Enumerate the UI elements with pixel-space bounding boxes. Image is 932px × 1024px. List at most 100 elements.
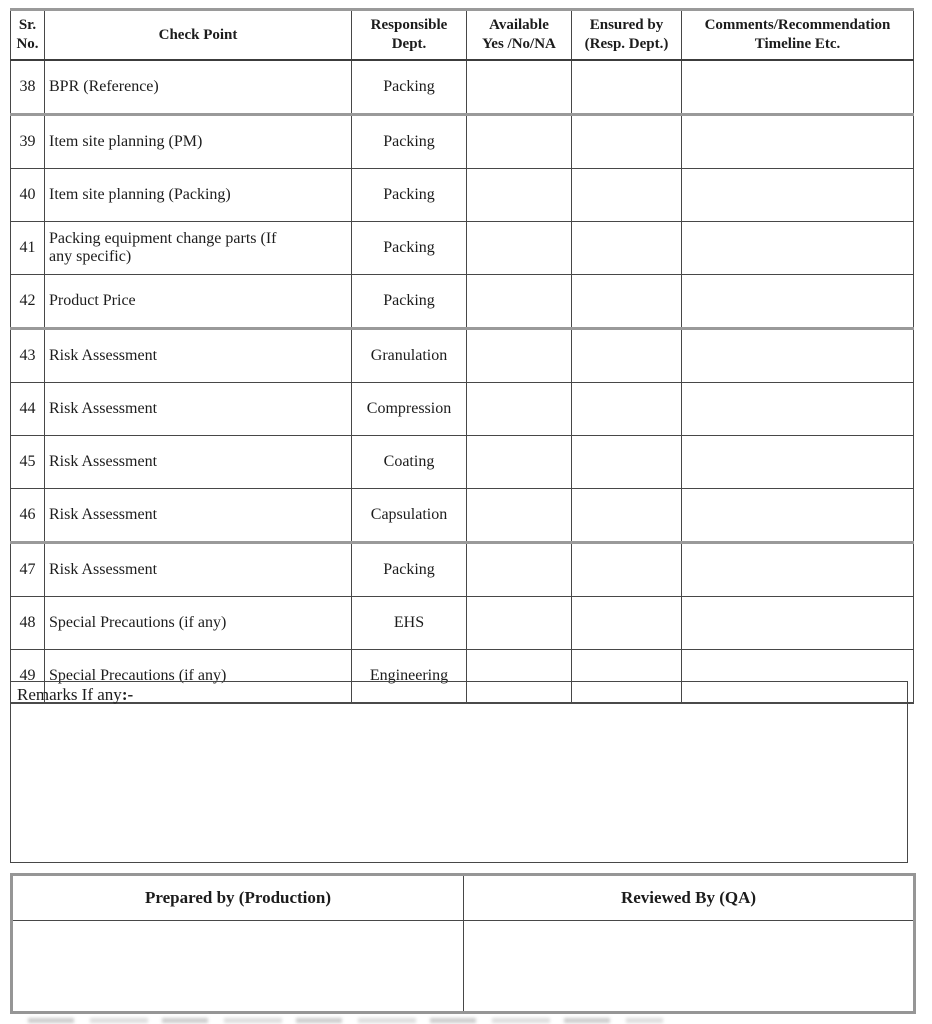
col-header-check-point: Check Point [44,9,352,61]
table-row: 39 Item site planning (PM) Packing [10,114,914,169]
comments-cell [681,328,914,383]
sr-no-cell: 38 [10,59,45,116]
dept-cell: Packing [351,274,467,330]
sr-no-cell: 47 [10,542,45,597]
ensured-by-cell [571,649,682,704]
available-cell [466,435,572,489]
comments-cell [681,596,914,650]
available-cell [466,382,572,436]
ensured-by-cell [571,596,682,650]
table-row: 43 Risk Assessment Granulation [10,328,914,383]
dept-cell: Capsulation [351,488,467,544]
check-point-cell: Risk Assessment [44,328,352,383]
col-header-ensured-by: Ensured by (Resp. Dept.) [571,9,682,61]
signature-header-row: Prepared by (Production) Reviewed By (QA… [11,874,915,921]
ensured-by-cell [571,274,682,330]
check-point-cell: Item site planning (Packing) [44,168,352,222]
col-header-responsible-dept: Responsible Dept. [351,9,467,61]
available-cell [466,542,572,597]
dept-cell: Packing [351,168,467,222]
check-point-cell: Special Precautions (if any) [44,596,352,650]
sr-no-cell: 39 [10,114,45,169]
check-point-cell: Risk Assessment [44,382,352,436]
sr-no-cell: 41 [10,221,45,275]
ensured-by-cell [571,221,682,275]
dept-cell: Packing [351,59,467,116]
comments-cell [681,59,914,116]
reviewed-by-label: Reviewed By (QA) [463,874,915,921]
comments-cell [681,649,914,704]
available-cell [466,168,572,222]
dept-cell: Compression [351,382,467,436]
check-point-cell: Product Price [44,274,352,330]
dept-cell: EHS [351,596,467,650]
remarks-label: Remarks If any [17,685,122,704]
comments-cell [681,168,914,222]
signature-value-row [11,920,915,1013]
sr-no-cell: 42 [10,274,45,330]
available-cell [466,596,572,650]
sr-no-cell: 46 [10,488,45,544]
comments-cell [681,488,914,544]
ensured-by-cell [571,488,682,544]
table-row: 47 Risk Assessment Packing [10,542,914,597]
available-cell [466,221,572,275]
table-row: 46 Risk Assessment Capsulation [10,488,914,544]
col-header-available: Available Yes /No/NA [466,9,572,61]
available-cell [466,488,572,544]
available-cell [466,114,572,169]
remarks-label-suffix: :- [121,685,134,704]
ensured-by-cell [571,542,682,597]
sr-no-cell: 49 [10,649,45,704]
table-row: 44 Risk Assessment Compression [10,382,914,436]
dept-cell: Packing [351,221,467,275]
comments-cell [681,221,914,275]
ensured-by-cell [571,114,682,169]
comments-cell [681,114,914,169]
cut-off-text-artifact [28,1018,663,1023]
checklist-header-row: Sr. No. Check Point Responsible Dept. Av… [10,9,914,61]
prepared-by-signature-cell [11,920,464,1013]
dept-cell: Packing [351,542,467,597]
reviewed-by-signature-cell [463,920,915,1013]
comments-cell [681,542,914,597]
check-point-cell: Risk Assessment [44,488,352,544]
available-cell [466,59,572,116]
sr-no-cell: 45 [10,435,45,489]
remarks-box: Remarks If any:- [10,681,908,863]
comments-cell [681,382,914,436]
table-row: 41 Packing equipment change parts (If an… [10,221,914,275]
table-row: 42 Product Price Packing [10,274,914,330]
check-point-cell: Packing equipment change parts (If any s… [44,221,352,275]
col-header-sr-no: Sr. No. [10,9,45,61]
sr-no-cell: 48 [10,596,45,650]
sr-no-cell: 43 [10,328,45,383]
ensured-by-cell [571,328,682,383]
sr-no-cell: 44 [10,382,45,436]
check-point-cell: Item site planning (PM) [44,114,352,169]
check-point-cell: Risk Assessment [44,435,352,489]
table-row: 45 Risk Assessment Coating [10,435,914,489]
signature-table: Prepared by (Production) Reviewed By (QA… [10,873,916,1014]
available-cell [466,328,572,383]
available-cell [466,649,572,704]
table-row: 40 Item site planning (Packing) Packing [10,168,914,222]
check-point-cell: Risk Assessment [44,542,352,597]
ensured-by-cell [571,59,682,116]
ensured-by-cell [571,382,682,436]
ensured-by-cell [571,168,682,222]
checklist-table: Sr. No. Check Point Responsible Dept. Av… [10,8,914,704]
check-point-cell: Special Precautions (if any) [44,649,352,704]
table-row: 38 BPR (Reference) Packing [10,59,914,116]
table-row: 49 Special Precautions (if any) Engineer… [10,649,914,704]
col-header-comments: Comments/Recommendation Timeline Etc. [681,9,914,61]
available-cell [466,274,572,330]
dept-cell: Granulation [351,328,467,383]
dept-cell: Coating [351,435,467,489]
comments-cell [681,274,914,330]
dept-cell: Packing [351,114,467,169]
prepared-by-label: Prepared by (Production) [11,874,464,921]
sr-no-cell: 40 [10,168,45,222]
table-row: 48 Special Precautions (if any) EHS [10,596,914,650]
